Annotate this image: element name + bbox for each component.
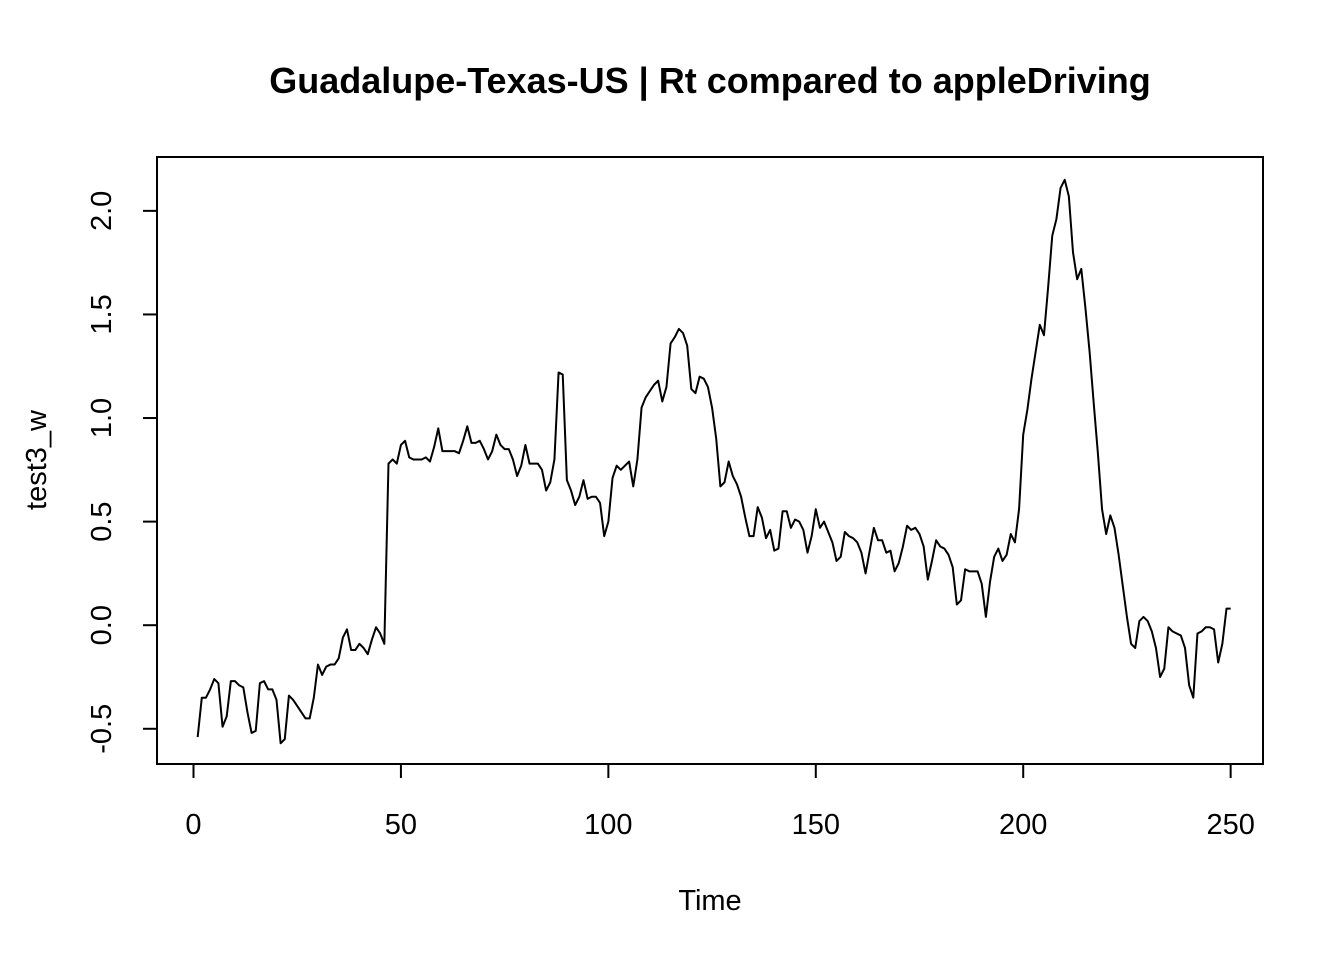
series-layer (198, 180, 1231, 743)
y-tick-label: 1.5 (86, 294, 118, 334)
y-tick-label: 0.0 (86, 605, 118, 645)
x-tick-label: 250 (1206, 809, 1254, 841)
y-axis: -0.5 0.0 0.5 1.0 1.5 2.0 (86, 191, 157, 754)
x-tick-label: 0 (185, 809, 201, 841)
x-tick-label: 150 (792, 809, 840, 841)
x-axis: 0 50 100 150 200 250 (185, 764, 1254, 841)
y-axis-label: test3_w (21, 409, 53, 510)
x-tick-label: 200 (999, 809, 1047, 841)
y-tick-label: 2.0 (86, 191, 118, 231)
series-line (198, 180, 1231, 743)
x-tick-label: 100 (584, 809, 632, 841)
y-tick-label: 0.5 (86, 501, 118, 541)
x-tick-label: 50 (385, 809, 417, 841)
chart-title: Guadalupe-Texas-US | Rt compared to appl… (269, 60, 1151, 102)
y-tick-label: -0.5 (86, 704, 118, 754)
y-tick-label: 1.0 (86, 398, 118, 438)
x-axis-label: Time (678, 885, 741, 917)
